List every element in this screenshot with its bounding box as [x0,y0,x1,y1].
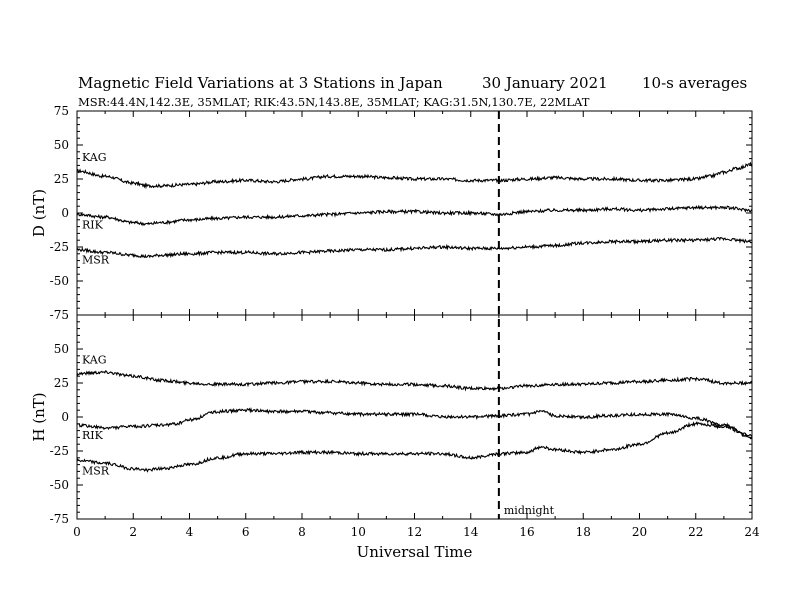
chart-averaging: 10-s averages [642,74,747,92]
xtick-label: 0 [73,525,81,539]
d-ytick-label: -50 [50,274,69,288]
d-panel-frame [76,110,753,316]
midnight-label: midnight [504,504,555,517]
d-ytick-label: 50 [54,138,69,152]
x-axis-label: Universal Time [357,543,473,561]
h-ylabel: H (nT) [30,392,48,441]
d-component-panel: 75 50 25 0 -25 -50 -75 D (nT) KAG RIK MSR [30,104,753,322]
d-series-label-rik: RIK [82,218,104,231]
xtick-label: 10 [351,525,366,539]
xtick-label: 16 [519,525,534,539]
xtick-label: 4 [186,525,194,539]
xtick-label: 6 [242,525,250,539]
xtick-label: 24 [744,525,760,539]
d-series-kag [76,161,753,190]
h-series-msr [76,421,753,473]
d-ytick-label: 0 [61,206,69,220]
h-ytick-label: -50 [50,478,69,492]
d-ytick-label: 75 [54,104,69,118]
d-series-label-msr: MSR [82,254,110,267]
d-ytick-label: -25 [50,240,69,254]
xtick-label: 8 [298,525,306,539]
h-series-rik [76,407,753,438]
h-ytick-label: 50 [54,342,69,356]
xtick-label: 18 [576,525,591,539]
xtick-label: 22 [688,525,703,539]
d-series-label-kag: KAG [82,151,107,164]
h-series-label-rik: RIK [82,429,104,442]
d-ylabel: D (nT) [30,189,48,237]
h-series-kag [76,370,753,392]
h-series-label-msr: MSR [82,465,110,478]
stations-info: MSR:44.4N,142.3E, 35MLAT; RIK:43.5N,143.… [78,95,590,109]
xtick-label: 14 [463,525,479,539]
d-ytick-label: 25 [54,172,69,186]
xtick-label: 2 [129,525,137,539]
d-ytick-label: -75 [50,308,69,322]
h-ytick-label: -25 [50,444,69,458]
chart-title: Magnetic Field Variations at 3 Stations … [78,74,443,92]
chart-date: 30 January 2021 [482,74,608,92]
h-series-label-kag: KAG [82,353,107,366]
xtick-label: 12 [407,525,422,539]
xtick-label: 20 [632,525,647,539]
h-ytick-label: -75 [50,512,69,526]
h-ytick-label: 25 [54,376,69,390]
d-series-msr [76,236,753,259]
d-series-rik [76,204,753,227]
h-panel-frame [76,314,753,520]
h-ytick-label: 0 [61,410,69,424]
